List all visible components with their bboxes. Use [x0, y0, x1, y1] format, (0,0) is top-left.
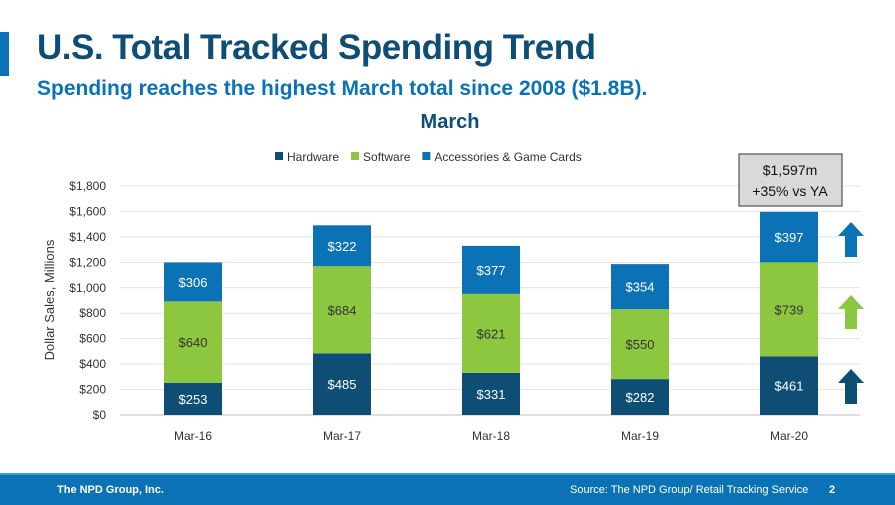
page-number: 2	[829, 484, 836, 496]
y-axis-label: Dollar Sales, Millions	[42, 239, 57, 360]
arrow-up-icon	[838, 295, 864, 329]
data-label: $322	[328, 239, 357, 254]
data-label: $640	[179, 335, 208, 350]
annotation-total: $1,597m	[763, 162, 817, 178]
bar-hardware	[313, 353, 371, 415]
bar-software	[760, 262, 818, 357]
footer-company: The NPD Group, Inc.	[57, 484, 164, 496]
y-tick-label: $1,000	[69, 281, 106, 295]
data-label: $550	[626, 337, 655, 352]
bar-hardware	[462, 372, 520, 415]
bar-hardware	[164, 382, 222, 415]
data-label: $253	[179, 392, 208, 407]
slide-subtitle: Spending reaches the highest March total…	[37, 77, 648, 100]
legend-swatch	[351, 152, 360, 160]
data-label: $306	[179, 275, 208, 290]
bar-accessories-game-cards	[164, 262, 222, 302]
y-tick-label: $400	[79, 357, 106, 371]
chart-title: March	[421, 111, 480, 133]
data-label: $684	[328, 303, 357, 318]
legend-label: Software	[363, 150, 411, 164]
bar-software	[164, 301, 222, 383]
y-tick-label: $1,800	[69, 179, 106, 193]
bar-software	[462, 293, 520, 373]
slide-title: U.S. Total Tracked Spending Trend	[37, 28, 596, 67]
bar-software	[313, 266, 371, 354]
arrow-up-icon	[838, 369, 864, 404]
footer: The NPD Group, Inc. Source: The NPD Grou…	[0, 473, 895, 505]
y-tick-label: $600	[79, 332, 106, 346]
bar-hardware	[760, 356, 818, 415]
bar-hardware	[611, 379, 669, 415]
bar-software	[611, 309, 669, 380]
y-tick-label: $800	[79, 306, 106, 320]
arrow-up-icon	[838, 222, 864, 257]
y-tick-label: $1,200	[69, 255, 106, 269]
data-label: $282	[626, 390, 655, 405]
accent-bar	[0, 32, 9, 76]
legend-swatch	[422, 152, 431, 160]
legend-label: Hardware	[287, 150, 339, 164]
legend-swatch	[275, 152, 283, 160]
bar-accessories-game-cards	[611, 264, 669, 310]
y-tick-label: $1,600	[69, 204, 106, 218]
x-tick-label: Mar-19	[621, 429, 659, 443]
data-label: $461	[775, 379, 804, 394]
y-tick-label: $0	[93, 408, 107, 422]
x-tick-label: Mar-16	[174, 429, 212, 443]
data-label: $397	[775, 230, 804, 245]
legend: Hardware Software Accessories & Game Cards	[275, 150, 582, 164]
bar-accessories-game-cards	[313, 225, 371, 267]
x-tick-label: Mar-18	[472, 429, 510, 443]
data-label: $377	[477, 263, 506, 278]
bar-accessories-game-cards	[462, 245, 520, 294]
legend-label: Accessories & Game Cards	[434, 150, 581, 164]
y-tick-label: $1,400	[69, 230, 106, 244]
annotation-change: +35% vs YA	[752, 183, 828, 199]
footer-source: Source: The NPD Group/ Retail Tracking S…	[570, 484, 809, 496]
data-label: $331	[477, 387, 506, 402]
data-label: $354	[626, 280, 655, 295]
bar-accessories-game-cards	[760, 211, 818, 263]
y-tick-label: $200	[79, 383, 106, 397]
data-label: $621	[477, 326, 506, 341]
data-label: $485	[328, 377, 357, 392]
data-label: $739	[775, 302, 804, 317]
x-tick-label: Mar-20	[770, 429, 808, 443]
x-tick-label: Mar-17	[323, 429, 361, 443]
annotation-box: $1,597m +35% vs YA	[738, 153, 843, 207]
